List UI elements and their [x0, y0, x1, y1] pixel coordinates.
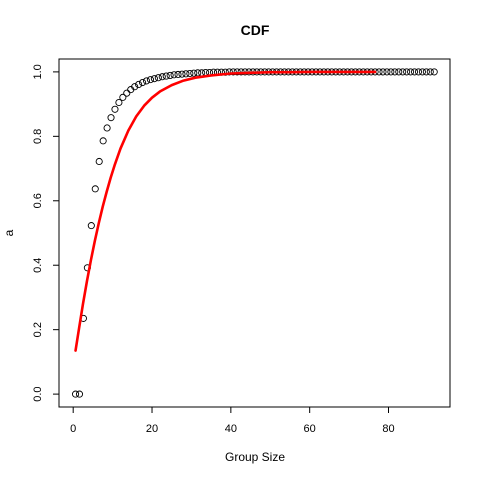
x-tick-label: 40: [225, 423, 237, 435]
data-point: [99, 137, 107, 145]
y-tick-label: 0.0: [32, 386, 44, 401]
data-point: [111, 105, 119, 113]
data-point: [154, 74, 162, 82]
data-point: [418, 68, 426, 76]
data-point: [91, 185, 99, 193]
data-point: [131, 83, 139, 91]
data-point: [139, 78, 147, 87]
data-point: [107, 114, 115, 122]
data-point: [186, 69, 194, 78]
data-point: [166, 71, 174, 79]
y-tick-label: 1.0: [32, 64, 44, 79]
data-point: [407, 68, 415, 76]
data-point: [414, 68, 423, 76]
x-axis-title: Group Size: [225, 450, 285, 464]
data-point: [395, 68, 403, 76]
data-point: [115, 98, 123, 107]
data-point: [387, 68, 395, 76]
data-point: [391, 68, 399, 76]
data-point: [72, 390, 80, 398]
data-point: [158, 73, 166, 81]
data-point: [162, 72, 170, 80]
y-tick-label: 0.4: [32, 258, 44, 273]
x-tick-label: 0: [70, 423, 76, 435]
y-axis-title: a: [2, 229, 16, 236]
fitted-cdf-line: [74, 70, 377, 352]
plot-frame: [58, 58, 451, 408]
y-tick-label: 0.2: [32, 322, 44, 337]
data-point: [146, 76, 154, 84]
data-point: [142, 77, 151, 85]
data-point: [135, 80, 143, 89]
data-point: [426, 68, 434, 76]
chart-title: CDF: [241, 22, 270, 38]
data-point: [225, 68, 233, 76]
y-tick-label: 0.6: [32, 193, 44, 208]
data-point: [95, 157, 103, 166]
plot-area: 0 20 40 60 80 0.0 0.2 0.4 0.6 0.8 1.0: [32, 58, 451, 435]
data-point: [422, 68, 430, 76]
data-point: [123, 89, 131, 97]
data-point: [233, 68, 241, 76]
data-point: [170, 71, 178, 79]
x-tick-label: 60: [304, 423, 316, 435]
x-tick-label: 80: [382, 423, 394, 435]
data-point: [194, 69, 202, 77]
data-point: [383, 68, 391, 76]
data-point: [379, 68, 387, 76]
data-point: [229, 68, 237, 76]
y-tick-label: 0.8: [32, 129, 44, 144]
x-tick-label: 20: [146, 423, 158, 435]
data-point: [119, 93, 127, 101]
data-point: [403, 68, 411, 76]
data-point: [190, 69, 198, 77]
data-point: [103, 124, 111, 132]
data-point: [430, 68, 438, 76]
data-point: [150, 75, 158, 83]
data-point: [87, 222, 95, 230]
data-point: [410, 68, 419, 76]
data-point: [182, 70, 190, 78]
data-point: [75, 390, 84, 398]
data-point: [399, 68, 407, 76]
data-point: [174, 70, 182, 79]
data-point: [178, 70, 186, 78]
